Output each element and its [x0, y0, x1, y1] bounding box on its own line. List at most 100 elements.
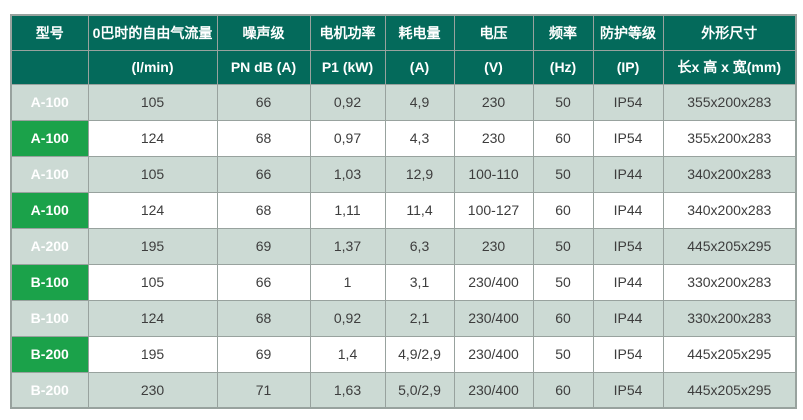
cell-consumption: 4,3 — [384, 119, 455, 157]
cell-frequency: 60 — [532, 191, 594, 229]
cell-motor-power: 0,92 — [309, 299, 386, 337]
cell-protection: IP44 — [592, 299, 664, 337]
spec-table: 型号 0巴时的自由气流量 噪声级 电机功率 耗电量 电压 频率 防护等级 外形尺… — [10, 14, 797, 409]
header-voltage: 电压 — [453, 14, 534, 51]
cell-motor-power: 1,03 — [309, 155, 386, 193]
cell-dimensions: 340x200x283 — [662, 191, 797, 229]
cell-dimensions: 445x205x295 — [662, 227, 797, 265]
header-protection: 防护等级 — [592, 14, 664, 51]
cell-protection: IP44 — [592, 155, 664, 193]
cell-airflow: 105 — [87, 155, 218, 193]
cell-airflow: 105 — [87, 83, 218, 121]
cell-motor-power: 0,92 — [309, 83, 386, 121]
header-frequency: 频率 — [532, 14, 594, 51]
table-row: A-100 105 66 1,03 12,9 100-110 50 IP44 340x200x2… — [10, 155, 797, 193]
cell-frequency: 50 — [532, 227, 594, 265]
header-noise: 噪声级 — [216, 14, 311, 51]
unit-noise: PN dB (A) — [216, 49, 311, 85]
table-row: A-100 124 68 1,11 11,4 100-127 60 IP44 340x200x2… — [10, 191, 797, 229]
cell-airflow: 195 — [87, 227, 218, 265]
cell-model: A-100 — [10, 83, 89, 121]
cell-voltage: 230/400 — [453, 299, 534, 337]
unit-motor-power: P1 (kW) — [309, 49, 386, 85]
cell-protection: IP54 — [592, 371, 664, 409]
cell-airflow: 105 — [87, 263, 218, 301]
cell-voltage: 230 — [453, 119, 534, 157]
cell-voltage: 230/400 — [453, 263, 534, 301]
unit-airflow: (l/min) — [87, 49, 218, 85]
table-row: B-200 195 69 1,4 4,9/2,9 230/400 50 IP54 445x205… — [10, 335, 797, 373]
table-row: A-200 195 69 1,37 6,3 230 50 IP54 445x205x295 — [10, 227, 797, 265]
unit-dimensions: 长x 高 x 宽(mm) — [662, 49, 797, 85]
cell-airflow: 230 — [87, 371, 218, 409]
cell-voltage: 230 — [453, 227, 534, 265]
cell-dimensions: 330x200x283 — [662, 299, 797, 337]
table-row: A-100 105 66 0,92 4,9 230 50 IP54 355x200x283 — [10, 83, 797, 121]
cell-consumption: 4,9 — [384, 83, 455, 121]
cell-noise: 71 — [216, 371, 311, 409]
header-airflow: 0巴时的自由气流量 — [87, 14, 218, 51]
cell-protection: IP54 — [592, 119, 664, 157]
unit-frequency: (Hz) — [532, 49, 594, 85]
header-consumption: 耗电量 — [384, 14, 455, 51]
cell-dimensions: 355x200x283 — [662, 83, 797, 121]
unit-consumption: (A) — [384, 49, 455, 85]
cell-model: B-200 — [10, 371, 89, 409]
cell-motor-power: 1,37 — [309, 227, 386, 265]
cell-frequency: 60 — [532, 371, 594, 409]
cell-noise: 66 — [216, 155, 311, 193]
cell-frequency: 60 — [532, 119, 594, 157]
cell-protection: IP54 — [592, 227, 664, 265]
cell-frequency: 50 — [532, 155, 594, 193]
cell-dimensions: 445x205x295 — [662, 335, 797, 373]
cell-dimensions: 355x200x283 — [662, 119, 797, 157]
header-motor-power: 电机功率 — [309, 14, 386, 51]
header-model: 型号 — [10, 14, 89, 51]
cell-voltage: 230 — [453, 83, 534, 121]
table-row: B-200 230 71 1,63 5,0/2,9 230/400 60 IP54 445x20… — [10, 371, 797, 409]
cell-model: B-100 — [10, 299, 89, 337]
unit-model — [10, 49, 89, 85]
cell-model: A-100 — [10, 119, 89, 157]
cell-model: A-100 — [10, 155, 89, 193]
cell-model: A-200 — [10, 227, 89, 265]
cell-noise: 68 — [216, 119, 311, 157]
table-row: A-100 124 68 0,97 4,3 230 60 IP54 355x200x283 — [10, 119, 797, 157]
cell-motor-power: 1,11 — [309, 191, 386, 229]
cell-frequency: 50 — [532, 335, 594, 373]
table-row: B-100 105 66 1 3,1 230/400 50 IP44 330x200x283 — [10, 263, 797, 301]
cell-dimensions: 445x205x295 — [662, 371, 797, 409]
cell-voltage: 100-110 — [453, 155, 534, 193]
cell-airflow: 195 — [87, 335, 218, 373]
header-label-row: 型号 0巴时的自由气流量 噪声级 电机功率 耗电量 电压 频率 防护等级 外形尺… — [10, 14, 797, 51]
cell-airflow: 124 — [87, 191, 218, 229]
cell-consumption: 5,0/2,9 — [384, 371, 455, 409]
cell-consumption: 4,9/2,9 — [384, 335, 455, 373]
cell-protection: IP54 — [592, 83, 664, 121]
cell-consumption: 12,9 — [384, 155, 455, 193]
cell-motor-power: 1,63 — [309, 371, 386, 409]
cell-frequency: 60 — [532, 299, 594, 337]
cell-noise: 66 — [216, 83, 311, 121]
cell-noise: 68 — [216, 299, 311, 337]
cell-motor-power: 1,4 — [309, 335, 386, 373]
table-header: 型号 0巴时的自由气流量 噪声级 电机功率 耗电量 电压 频率 防护等级 外形尺… — [10, 14, 797, 85]
header-dimensions: 外形尺寸 — [662, 14, 797, 51]
cell-motor-power: 1 — [309, 263, 386, 301]
cell-model: B-200 — [10, 335, 89, 373]
cell-noise: 69 — [216, 227, 311, 265]
cell-consumption: 2,1 — [384, 299, 455, 337]
cell-noise: 68 — [216, 191, 311, 229]
cell-protection: IP44 — [592, 191, 664, 229]
cell-dimensions: 340x200x283 — [662, 155, 797, 193]
cell-consumption: 3,1 — [384, 263, 455, 301]
cell-voltage: 230/400 — [453, 371, 534, 409]
cell-protection: IP54 — [592, 335, 664, 373]
table-row: B-100 124 68 0,92 2,1 230/400 60 IP44 330x200x28… — [10, 299, 797, 337]
cell-model: B-100 — [10, 263, 89, 301]
cell-protection: IP44 — [592, 263, 664, 301]
cell-motor-power: 0,97 — [309, 119, 386, 157]
cell-noise: 69 — [216, 335, 311, 373]
cell-voltage: 230/400 — [453, 335, 534, 373]
